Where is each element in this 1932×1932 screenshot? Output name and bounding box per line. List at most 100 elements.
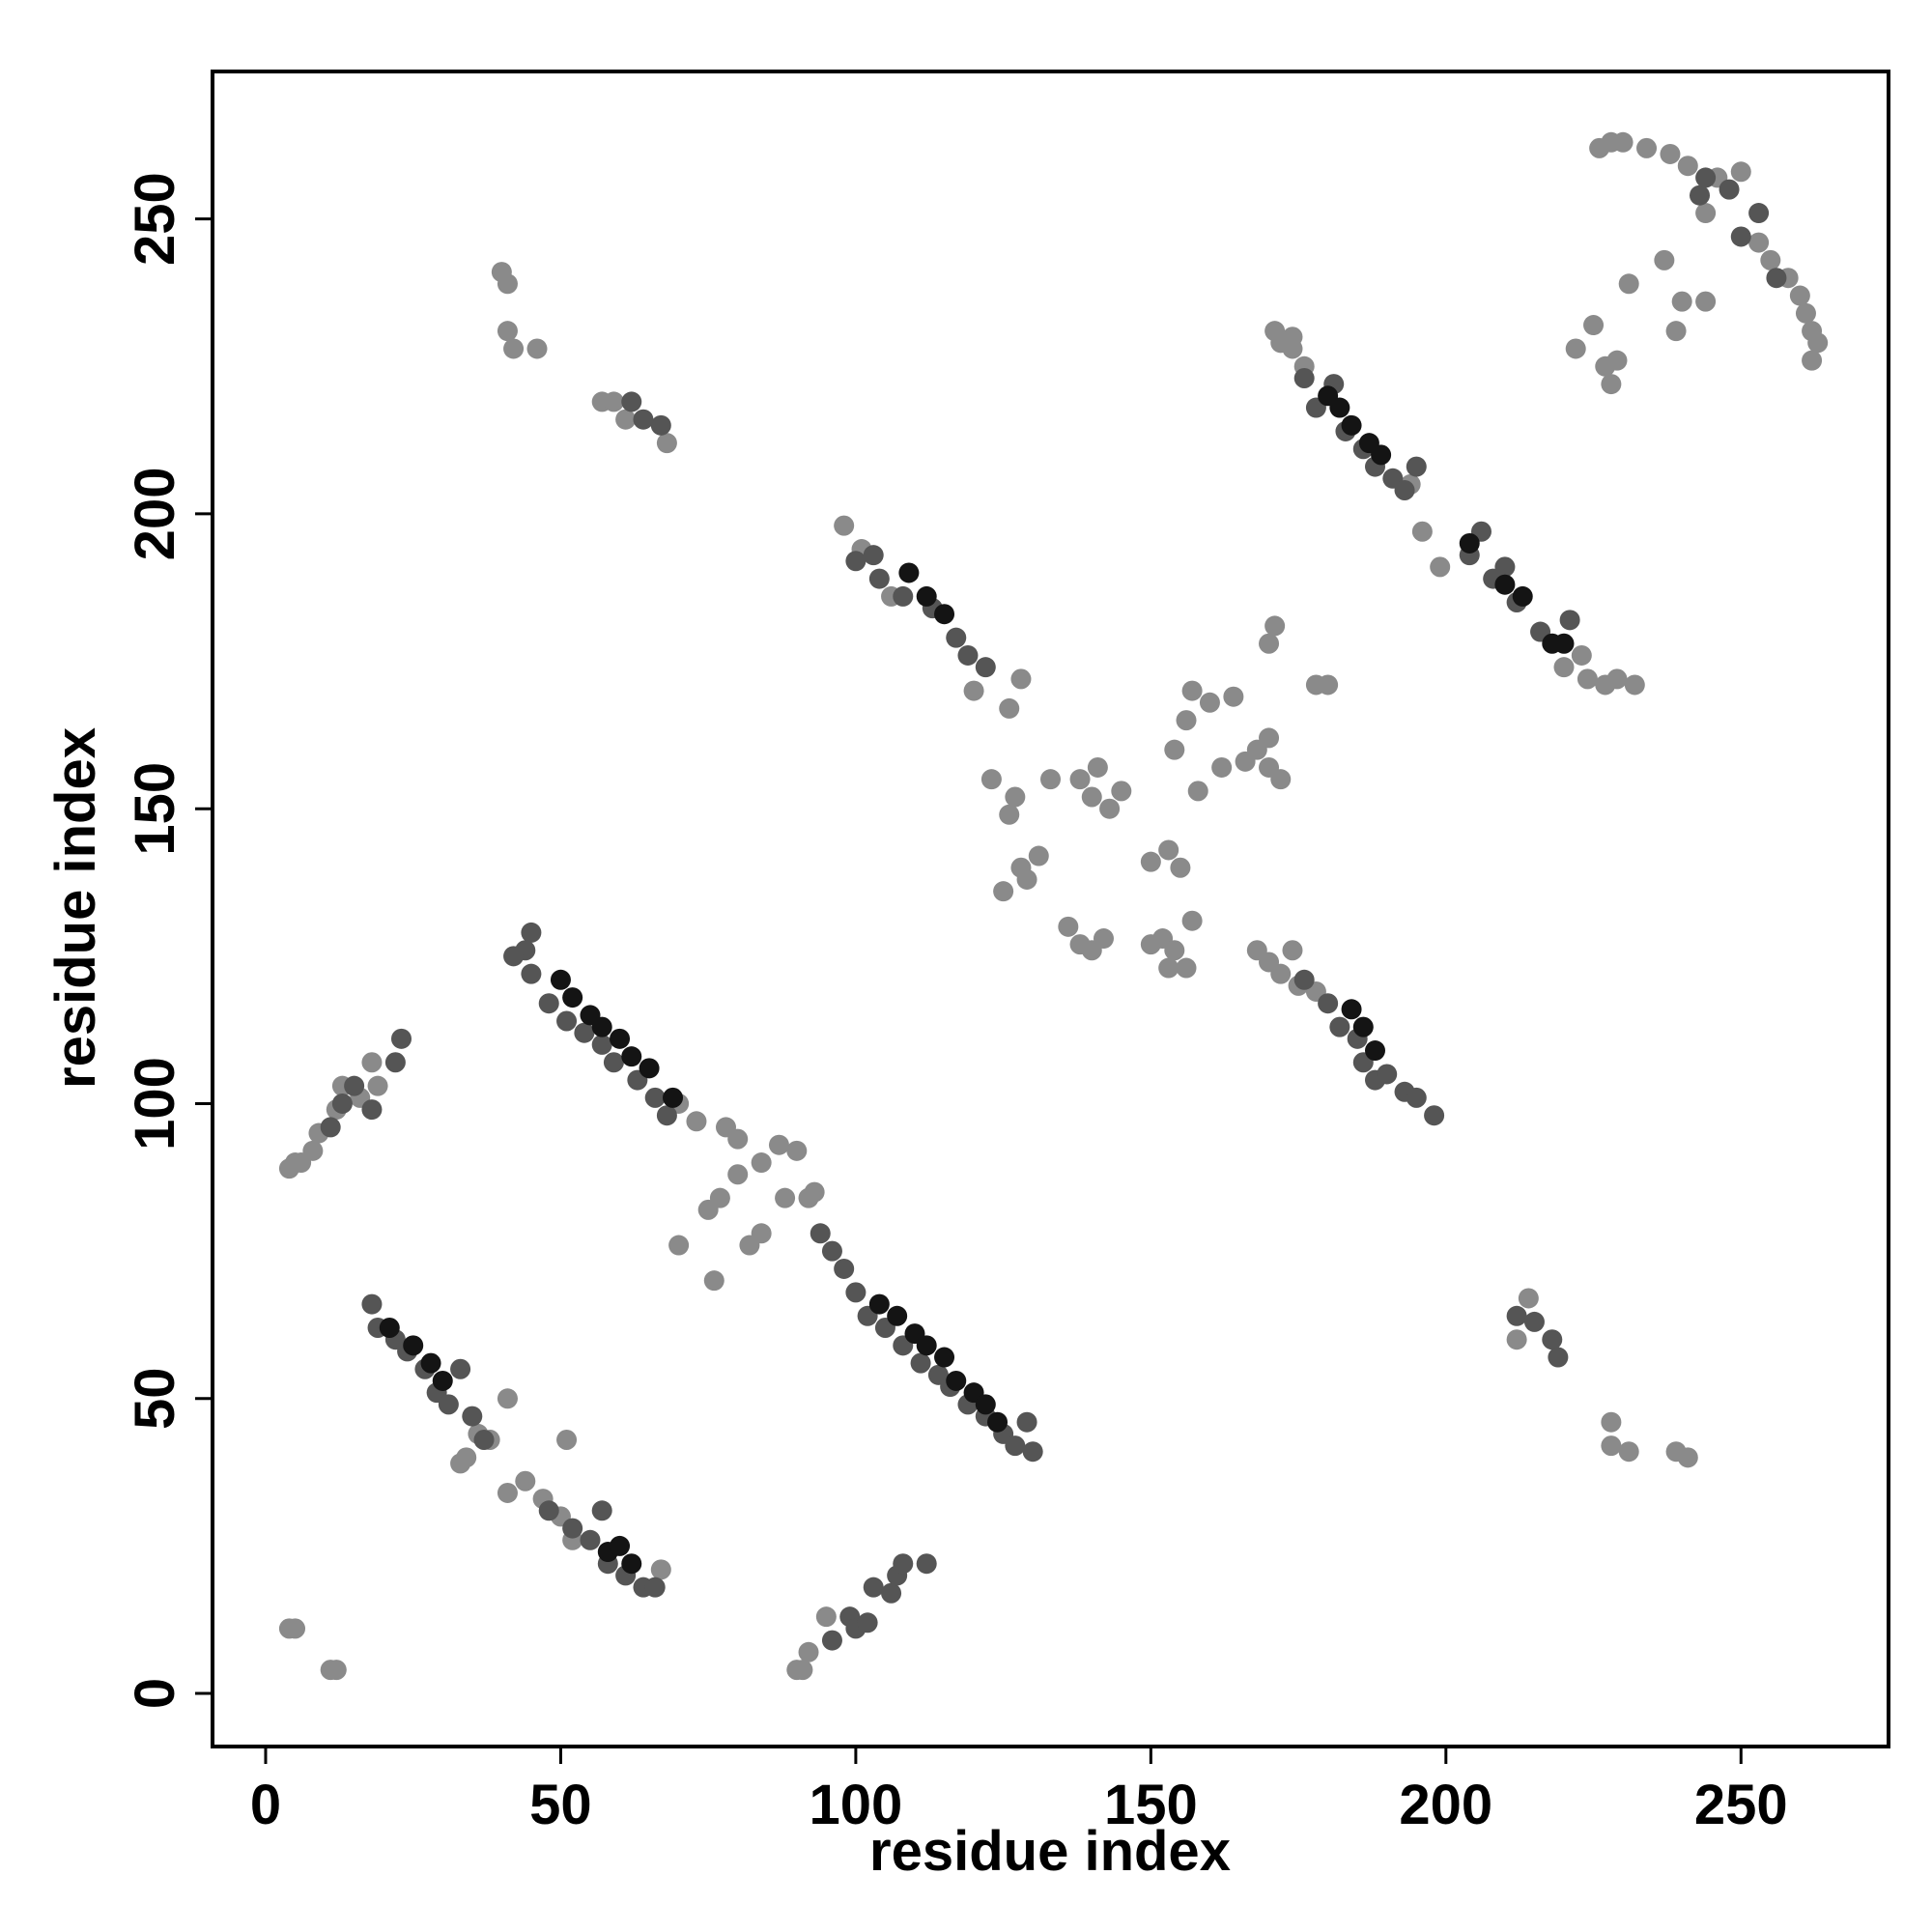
point (633, 409, 654, 430)
point (1282, 338, 1303, 359)
point (432, 1370, 453, 1391)
point (538, 1500, 559, 1521)
point (916, 1335, 937, 1356)
point (344, 1075, 365, 1096)
point (1170, 857, 1191, 878)
point (1164, 940, 1185, 961)
point (975, 657, 996, 678)
point (1158, 957, 1179, 979)
point (497, 1388, 518, 1409)
point (1601, 1435, 1622, 1457)
point (1270, 769, 1292, 790)
point (815, 1606, 837, 1628)
point (775, 1187, 796, 1208)
point (1406, 1087, 1427, 1108)
point (1223, 686, 1244, 707)
point (1010, 668, 1032, 690)
point (1430, 556, 1451, 578)
point (934, 1347, 955, 1368)
point (1022, 1441, 1043, 1463)
point (834, 1258, 855, 1279)
point (1583, 315, 1605, 336)
point (1005, 1435, 1026, 1457)
point (1140, 851, 1161, 872)
point (887, 1305, 908, 1326)
point (621, 391, 642, 412)
point (1187, 781, 1208, 802)
point (538, 993, 559, 1014)
point (845, 551, 867, 572)
point (1636, 137, 1658, 158)
point (1028, 845, 1049, 867)
point (934, 604, 955, 625)
point (1518, 1288, 1539, 1309)
point (650, 1559, 671, 1580)
point (1259, 633, 1280, 654)
point (1329, 397, 1350, 418)
point (1719, 179, 1740, 200)
point (1665, 321, 1687, 342)
point (857, 1612, 878, 1634)
point (526, 338, 548, 359)
point (515, 1470, 536, 1492)
point (1411, 521, 1433, 542)
x-tick-label: 50 (529, 1774, 592, 1836)
point (1695, 291, 1717, 312)
point (798, 1641, 819, 1662)
y-tick-label: 250 (124, 172, 186, 266)
point (1506, 1329, 1527, 1350)
point (1606, 668, 1628, 690)
point (893, 1553, 914, 1575)
point (1293, 367, 1315, 388)
point (603, 391, 624, 412)
point (1199, 692, 1220, 713)
point (1459, 532, 1480, 554)
point (562, 987, 583, 1009)
x-tick-label: 100 (810, 1774, 903, 1836)
point (1282, 940, 1303, 961)
point (367, 1075, 388, 1096)
point (656, 1105, 677, 1126)
point (1542, 1329, 1563, 1350)
point (786, 1140, 808, 1161)
point (1565, 338, 1586, 359)
point (1553, 633, 1575, 654)
point (556, 1010, 578, 1032)
point (1365, 1040, 1386, 1062)
y-tick-label: 100 (124, 1057, 186, 1151)
point (1176, 957, 1197, 979)
point (1494, 556, 1516, 578)
point (438, 1394, 459, 1415)
point (1506, 1305, 1527, 1326)
point (379, 1318, 400, 1338)
point (462, 1406, 483, 1427)
point (550, 969, 571, 990)
point (810, 1223, 831, 1244)
point (834, 515, 855, 536)
point (768, 1134, 789, 1155)
point (302, 1140, 324, 1161)
point (1523, 1311, 1545, 1332)
point (1748, 232, 1770, 253)
point (1158, 839, 1179, 861)
point (1695, 203, 1717, 224)
point (644, 1087, 666, 1108)
point (1406, 456, 1427, 477)
y-tick-label: 150 (124, 762, 186, 856)
point (1111, 781, 1132, 802)
point (610, 1028, 631, 1049)
point (591, 1500, 612, 1521)
point (1571, 644, 1592, 666)
point (1559, 610, 1580, 631)
point (361, 1052, 383, 1073)
point (686, 1111, 707, 1132)
point (497, 273, 518, 295)
point (1548, 1347, 1569, 1368)
point (1618, 273, 1639, 295)
point (916, 1553, 937, 1575)
point (384, 1052, 406, 1073)
point (845, 1282, 867, 1303)
point (946, 627, 967, 648)
point (1341, 414, 1362, 436)
point (285, 1618, 306, 1639)
